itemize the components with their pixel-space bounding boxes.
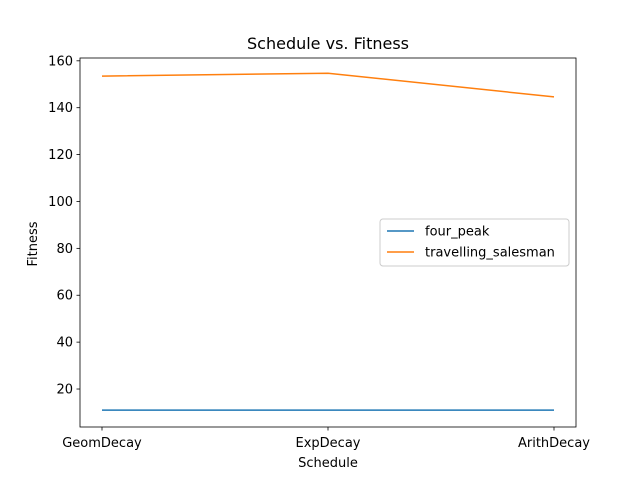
legend-box xyxy=(379,218,570,267)
y-axis-label: Fitness xyxy=(26,221,41,266)
y-tick-label: 120 xyxy=(48,148,73,163)
x-axis-label: Schedule xyxy=(298,456,358,471)
y-tick-label: 40 xyxy=(56,336,73,351)
x-tick-label: GeomDecay xyxy=(62,436,142,451)
y-tick-label: 160 xyxy=(48,54,73,69)
series-lines xyxy=(101,72,555,411)
legend-label-travelling-salesman: travelling_salesman xyxy=(425,246,555,261)
x-tick-label: ExpDecay xyxy=(296,436,361,451)
y-tick-label: 80 xyxy=(56,242,73,257)
x-tick-label: ArithDecay xyxy=(518,436,590,451)
chart-title: Schedule vs. Fitness xyxy=(247,34,409,53)
axes: 20 40 60 80 100 120 140 160 GeomDecay ExpDecay Ari… xyxy=(48,54,590,451)
y-tick-label: 60 xyxy=(56,289,73,304)
legend-label-four-peak: four_peak xyxy=(425,225,490,240)
legend: four_peak travelling_salesman xyxy=(379,218,570,267)
series-line-travelling-salesman xyxy=(101,72,555,98)
y-tick-label: 20 xyxy=(56,383,73,398)
y-tick-label: 140 xyxy=(48,101,73,116)
y-tick-label: 100 xyxy=(48,195,73,210)
